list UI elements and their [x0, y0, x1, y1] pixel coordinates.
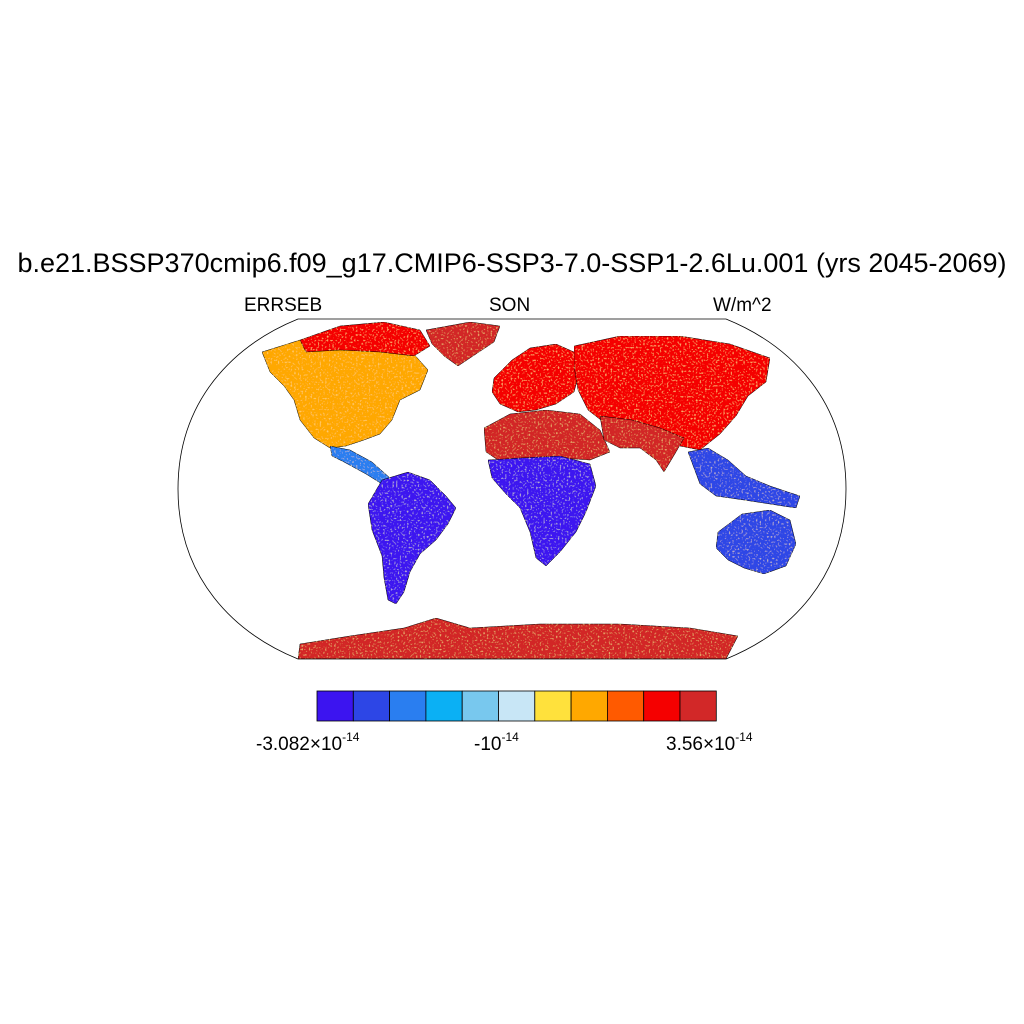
globe-outline: [177, 318, 847, 660]
colorbar-label-min: -3.082×10-14: [256, 729, 360, 755]
region-central-america: [329, 445, 391, 485]
units-label: W/m^2: [713, 295, 772, 316]
region-canada-arctic: [299, 321, 431, 357]
colorbar-label-max: 3.56×10-14: [666, 729, 753, 755]
colorbar: [316, 690, 717, 722]
colorbar-swatch: [498, 690, 536, 722]
variable-label: ERRSEB: [244, 295, 323, 316]
region-antarctica: [297, 617, 739, 659]
region-south-america: [367, 471, 457, 605]
plot-title: b.e21.BSSP370cmip6.f09_g17.CMIP6-SSP3-7.…: [17, 248, 1007, 278]
colorbar-swatch: [570, 690, 608, 722]
region-southeast-asia: [687, 447, 801, 509]
region-australia: [715, 509, 797, 575]
colorbar-swatch: [643, 690, 681, 722]
colorbar-swatch: [352, 690, 390, 722]
season-label: SON: [489, 295, 531, 316]
colorbar-swatch: [316, 690, 354, 722]
colorbar-label-mid: -10-14: [474, 729, 519, 755]
region-southern-africa: [487, 455, 597, 567]
colorbar-swatch: [679, 690, 717, 722]
colorbar-swatch: [389, 690, 427, 722]
region-greenland: [425, 321, 501, 367]
colorbar-swatch: [534, 690, 572, 722]
colorbar-swatch: [607, 690, 645, 722]
colorbar-swatch: [461, 690, 499, 722]
region-north-africa: [483, 409, 611, 465]
region-europe: [491, 343, 581, 413]
region-india: [599, 415, 685, 473]
colorbar-swatch: [425, 690, 463, 722]
